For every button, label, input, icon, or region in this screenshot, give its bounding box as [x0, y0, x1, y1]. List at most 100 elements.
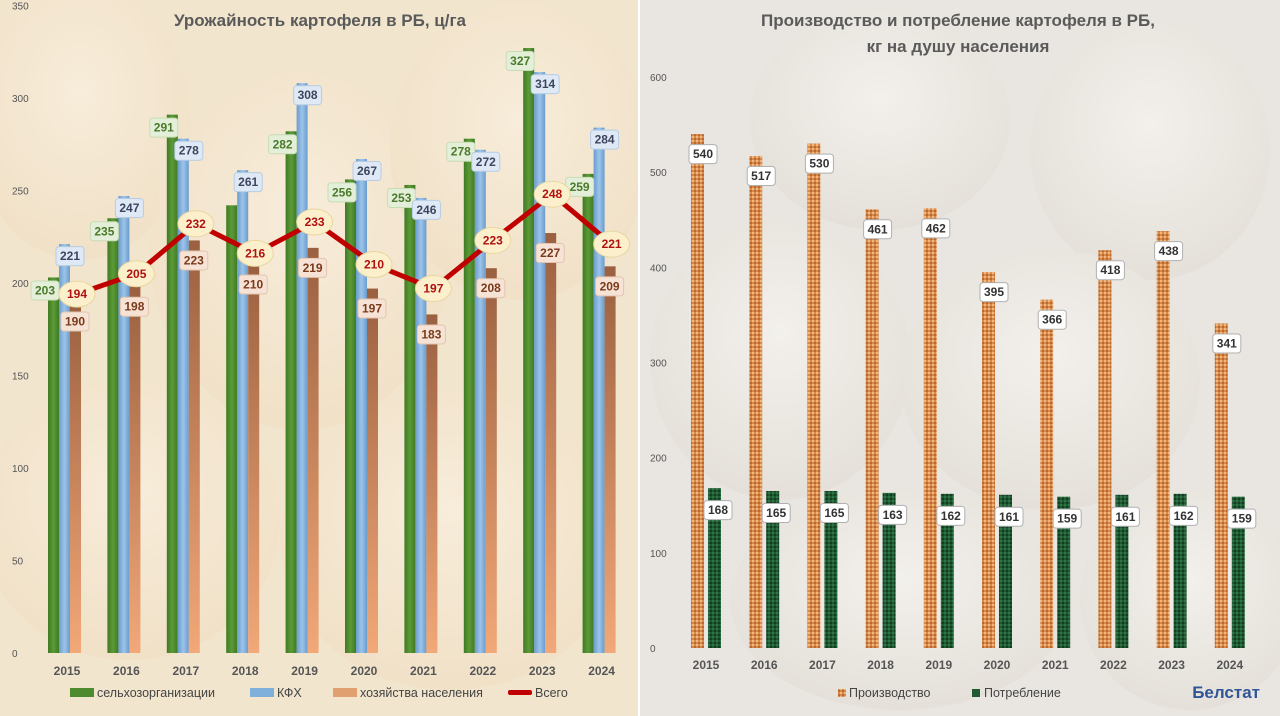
bar-consumption	[766, 490, 780, 648]
right-chart-subtitle: кг на душу населения	[867, 37, 1050, 56]
data-label-agri-box	[327, 182, 357, 203]
bar-agri	[166, 114, 178, 653]
y-tick-label: 350	[12, 2, 29, 13]
x-tick-label: 2023	[529, 664, 556, 678]
data-label-households-box	[595, 276, 625, 297]
data-label-kfh: 314	[535, 77, 555, 91]
bar-consumption	[708, 488, 721, 648]
x-tick-label: 2015	[693, 658, 720, 672]
data-label-agri: 256	[332, 185, 352, 199]
bar-kfh	[474, 149, 486, 654]
data-label-total: 205	[126, 267, 146, 281]
data-label-total: 233	[305, 215, 325, 229]
x-tick-label: 2016	[113, 664, 140, 678]
data-label-consumption: 163	[883, 508, 903, 522]
left-chart-title: Урожайность картофеля в РБ, ц/га	[174, 11, 467, 30]
data-label-production-box	[863, 219, 893, 240]
x-tick-label: 2018	[867, 658, 894, 672]
legend-label-consumption: Потребление	[984, 686, 1061, 700]
bar-kfh	[356, 159, 367, 654]
data-label-consumption: 162	[1174, 509, 1194, 523]
data-label-production-box	[1095, 260, 1125, 281]
bar-households	[426, 314, 438, 653]
data-label-production-box	[1037, 309, 1067, 330]
data-label-kfh-box	[293, 85, 323, 106]
data-label-agri: 203	[35, 283, 55, 297]
bar-consumption	[940, 493, 954, 648]
belstat-logo: Белстат	[1192, 683, 1260, 702]
y-tick-label: 0	[650, 644, 656, 655]
bar-agri	[523, 48, 535, 654]
data-label-households: 197	[362, 302, 382, 316]
data-label-kfh: 272	[476, 155, 496, 169]
data-label-consumption-box	[1227, 508, 1257, 529]
legend-swatch-total	[508, 690, 532, 695]
bar-production	[1098, 250, 1112, 648]
bar-kfh	[593, 127, 605, 654]
bar-households	[485, 268, 497, 653]
data-label-consumption: 161	[999, 510, 1019, 524]
y-tick-label: 0	[12, 649, 18, 660]
data-label-agri-box	[89, 221, 119, 242]
y-tick-label: 150	[12, 372, 29, 383]
bar-agri	[463, 138, 475, 653]
bar-households	[188, 240, 200, 653]
bar-kfh	[177, 138, 189, 653]
bar-consumption	[1057, 496, 1071, 648]
x-tick-label: 2019	[925, 658, 952, 672]
data-label-kfh-box	[114, 198, 144, 219]
data-label-agri-box	[149, 117, 179, 138]
y-tick-label: 200	[650, 454, 667, 465]
y-tick-label: 500	[650, 168, 667, 179]
data-label-kfh-box	[471, 151, 501, 172]
y-tick-label: 50	[12, 557, 24, 568]
x-tick-label: 2023	[1158, 658, 1185, 672]
legend-swatch-consumption	[972, 689, 980, 697]
bar-production	[807, 143, 821, 648]
data-label-agri: 253	[391, 191, 411, 205]
data-label-kfh: 308	[298, 88, 318, 102]
data-label-consumption-box	[1052, 508, 1082, 529]
x-tick-label: 2020	[984, 658, 1011, 672]
bar-consumption	[1115, 494, 1129, 648]
data-label-agri: 278	[451, 145, 471, 159]
data-label-production: 418	[1100, 263, 1120, 277]
data-label-households-box	[119, 296, 149, 317]
data-label-production: 341	[1217, 336, 1237, 350]
bar-agri	[345, 179, 356, 653]
x-tick-label: 2018	[232, 664, 259, 678]
data-label-kfh: 284	[595, 133, 615, 147]
data-label-kfh: 261	[238, 175, 258, 189]
y-tick-label: 200	[12, 279, 29, 290]
data-label-consumption-box	[994, 506, 1024, 527]
data-label-production: 366	[1042, 313, 1062, 327]
bar-kfh	[118, 196, 130, 654]
data-label-households: 183	[421, 327, 441, 341]
data-label-consumption-box	[703, 500, 733, 521]
data-label-kfh: 246	[416, 203, 436, 217]
data-label-households-box	[179, 250, 209, 271]
data-label-kfh: 247	[119, 201, 139, 215]
y-tick-label: 300	[12, 94, 29, 105]
data-label-households-box	[357, 298, 387, 319]
data-label-households: 219	[303, 261, 323, 275]
data-label-total: 210	[364, 258, 384, 272]
legend-label-total: Всего	[535, 686, 568, 700]
legend-label-agri: сельхозорганизации	[97, 686, 215, 700]
data-label-kfh-box	[411, 199, 441, 220]
right-legend: Производство Потребление Белстат	[838, 683, 1260, 702]
x-tick-label: 2016	[751, 658, 778, 672]
bar-households	[70, 301, 81, 653]
y-tick-label: 600	[650, 73, 667, 84]
data-label-production: 461	[868, 222, 888, 236]
data-label-consumption: 165	[766, 506, 786, 520]
divider	[638, 0, 640, 716]
data-label-households-box	[535, 243, 565, 264]
bar-production	[1214, 323, 1228, 648]
data-label-total: 221	[602, 237, 622, 251]
data-label-agri: 235	[94, 224, 114, 238]
x-tick-label: 2017	[809, 658, 836, 672]
y-tick-label: 250	[12, 187, 29, 198]
data-label-agri: 259	[570, 180, 590, 194]
data-label-total-bubble	[117, 260, 155, 288]
